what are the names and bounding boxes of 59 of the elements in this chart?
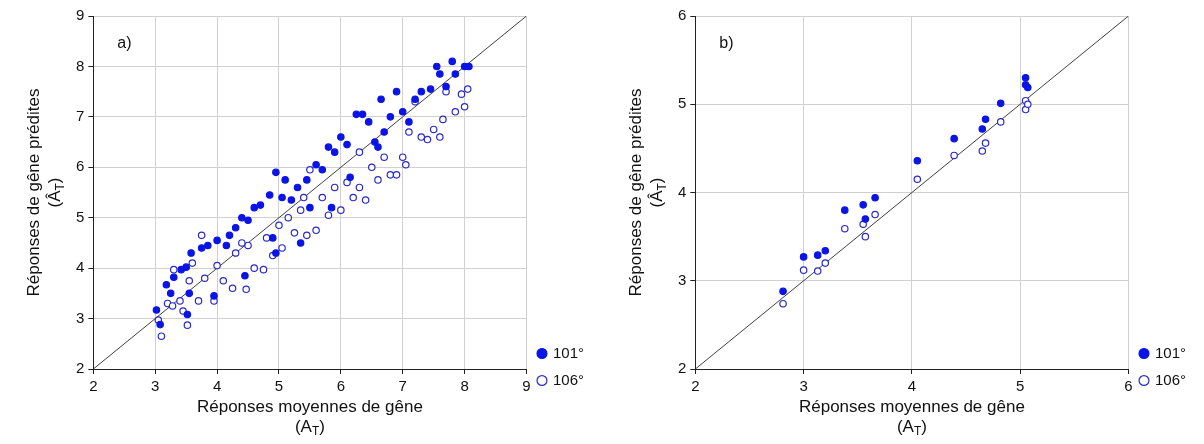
point — [1021, 73, 1030, 82]
y-tick-label: 6 — [678, 6, 687, 24]
point — [779, 287, 787, 296]
point — [779, 299, 787, 308]
point — [913, 156, 922, 165]
point — [996, 99, 1005, 108]
point — [950, 151, 958, 160]
point — [840, 206, 849, 214]
y-tick-label: 6 — [76, 157, 85, 175]
y-tick-label: 9 — [76, 6, 85, 24]
point — [840, 224, 849, 233]
point — [799, 266, 808, 274]
point — [950, 134, 958, 143]
point — [913, 175, 922, 184]
x-tick-label: 3 — [151, 377, 160, 395]
point — [871, 210, 879, 219]
x-tick-label: 4 — [907, 377, 917, 395]
y-tick-label: 7 — [76, 107, 85, 124]
y-tick-label: 8 — [76, 56, 85, 74]
legend-label: 106° — [1154, 370, 1187, 388]
point — [871, 194, 879, 202]
point — [981, 139, 990, 147]
point — [978, 147, 987, 155]
point — [821, 246, 830, 255]
legend-label: 101° — [1154, 343, 1187, 361]
y-tick-label: 2 — [76, 359, 85, 377]
x-tick-label: 2 — [691, 377, 700, 395]
point — [859, 201, 867, 209]
x-tick-label: 9 — [522, 377, 531, 395]
x-tick-label: 6 — [1124, 377, 1133, 395]
point — [861, 215, 870, 223]
x-tick-label: 6 — [336, 377, 346, 395]
point — [813, 267, 822, 275]
y-tick-label: 3 — [678, 270, 687, 288]
point — [1023, 100, 1032, 109]
y-tick-label: 2 — [678, 359, 687, 377]
legend-label: 106° — [552, 370, 585, 388]
x-tick-label: 3 — [799, 377, 808, 395]
y-tick-label: 3 — [76, 308, 85, 326]
y-tick-label: 4 — [678, 182, 687, 200]
x-tick-label: 2 — [89, 377, 98, 395]
point — [978, 125, 987, 133]
x-tick-label: 5 — [274, 377, 284, 395]
y-tick-label: 5 — [678, 94, 687, 112]
x-tick-label: 4 — [212, 377, 222, 395]
x-tick-label: 7 — [398, 377, 407, 395]
point — [799, 253, 808, 261]
point — [813, 251, 822, 259]
point — [821, 259, 830, 267]
y-tick-label: 4 — [76, 258, 85, 276]
point — [981, 115, 990, 124]
x-tick-label: 8 — [460, 377, 469, 395]
legend-label: 101° — [552, 343, 585, 361]
point — [996, 118, 1005, 126]
point — [861, 232, 870, 241]
annotation: b) — [719, 34, 734, 52]
y-tick-label: 5 — [76, 207, 85, 225]
x-tick-label: 5 — [1016, 377, 1025, 395]
annotation: a) — [117, 34, 132, 52]
